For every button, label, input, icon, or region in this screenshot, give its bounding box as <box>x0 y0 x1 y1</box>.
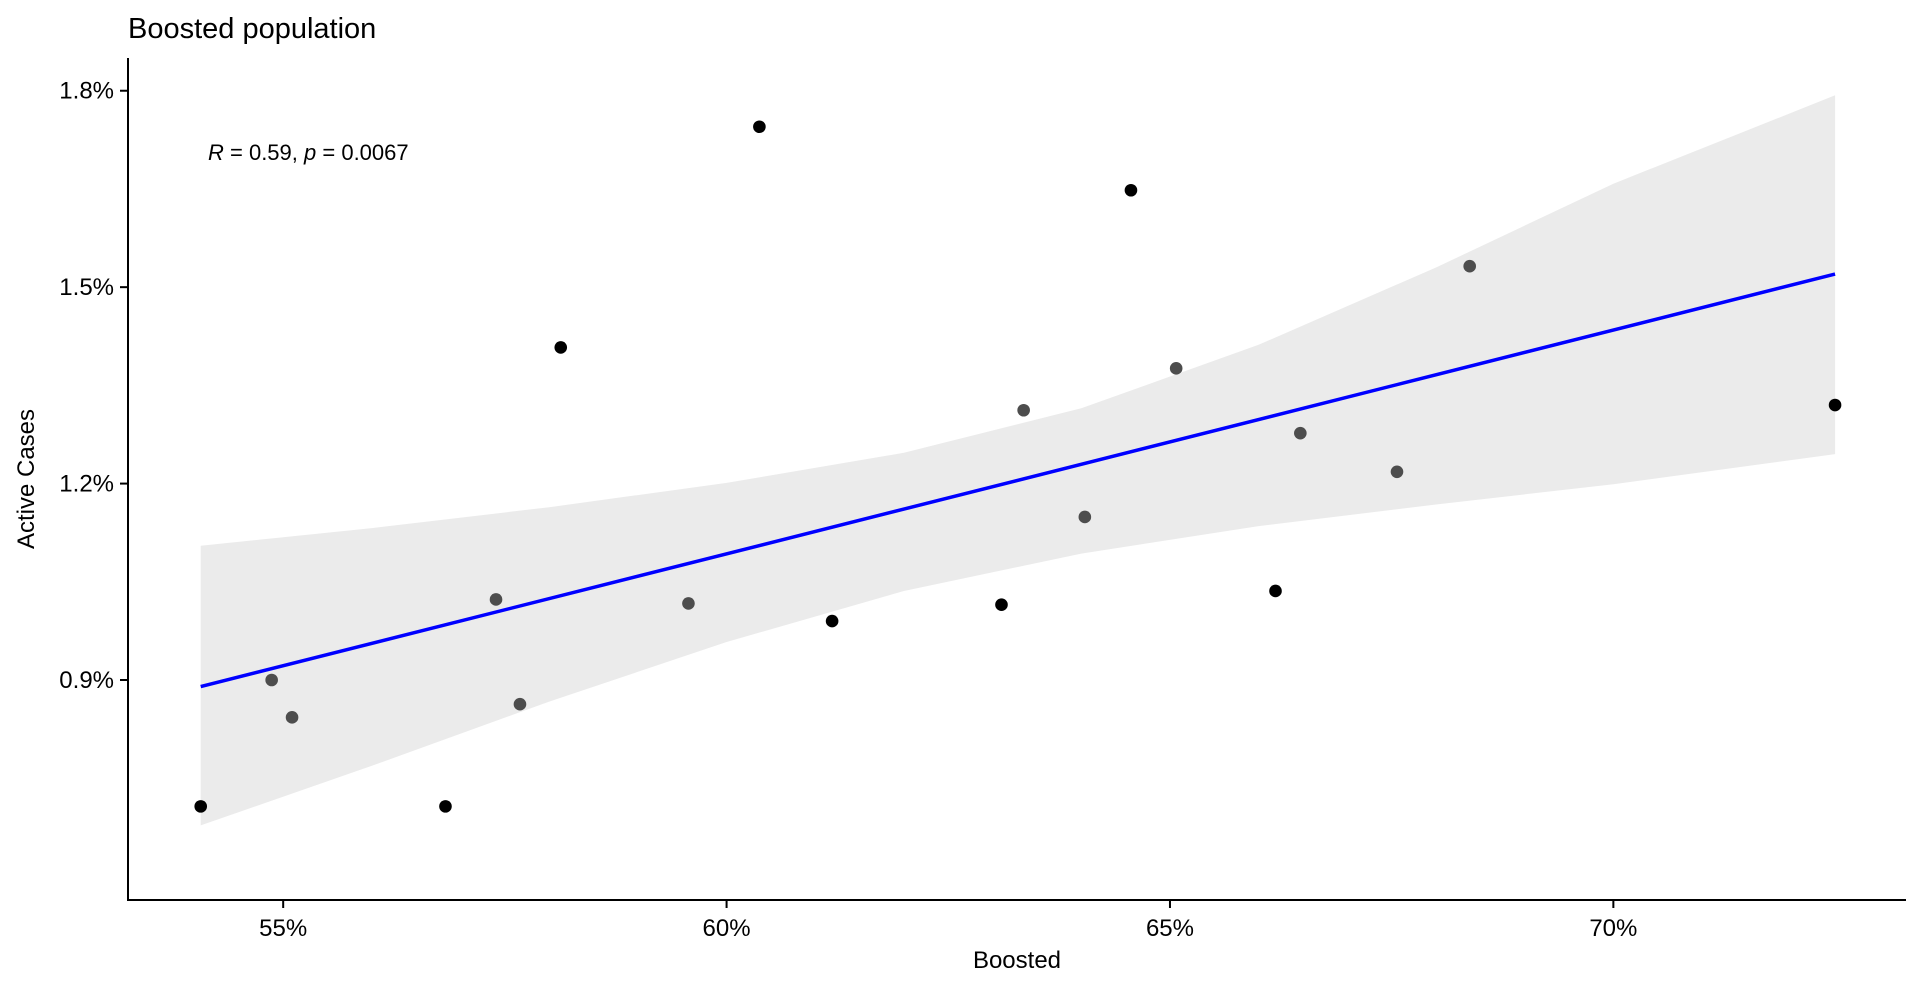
y-tick-label: 1.2% <box>59 471 114 498</box>
data-point <box>753 120 766 134</box>
r-value: = 0.59, <box>224 140 304 165</box>
x-axis-label: Boosted <box>973 947 1061 974</box>
y-tick-label: 1.8% <box>59 78 114 105</box>
data-point <box>1390 465 1404 479</box>
data-point <box>554 341 568 354</box>
data-point <box>1078 510 1092 524</box>
r-symbol: R <box>208 140 224 165</box>
data-point <box>682 597 695 610</box>
data-point <box>825 614 839 628</box>
x-tick-label: 70% <box>1589 915 1637 942</box>
y-tick-label: 0.9% <box>59 667 114 694</box>
data-point <box>265 673 278 687</box>
data-point <box>489 593 503 606</box>
confidence-band-layer <box>200 95 1836 826</box>
points-layer <box>194 120 1842 813</box>
y-tick-label: 1.5% <box>59 274 114 301</box>
p-value: = 0.0067 <box>316 140 408 165</box>
data-point <box>439 800 452 813</box>
confidence-band <box>200 95 1836 826</box>
data-point <box>513 697 527 711</box>
data-point <box>1169 362 1183 375</box>
regression-line-layer <box>200 272 1836 689</box>
data-point <box>1828 398 1842 412</box>
data-point <box>1124 183 1138 197</box>
regression-line <box>200 272 1836 689</box>
x-tick-label: 65% <box>1146 915 1194 942</box>
data-point <box>1269 584 1282 598</box>
x-tick-label: 55% <box>259 915 307 942</box>
chart-title: Boosted population <box>128 13 376 45</box>
x-tick-label: 60% <box>703 915 751 942</box>
data-point <box>995 598 1008 612</box>
data-point <box>285 711 299 724</box>
data-point <box>194 800 208 813</box>
x-axis-ticks: 55% 60% 65% 70% <box>259 900 1637 942</box>
data-point <box>1294 426 1307 440</box>
data-point <box>1017 403 1030 417</box>
data-point <box>1463 259 1477 273</box>
p-symbol: p <box>303 140 316 165</box>
correlation-annotation: R = 0.59, p = 0.0067 <box>208 140 409 165</box>
y-axis-ticks: 0.9% 1.2% 1.5% 1.8% <box>59 78 128 694</box>
y-axis-label: Active Cases <box>13 409 40 549</box>
